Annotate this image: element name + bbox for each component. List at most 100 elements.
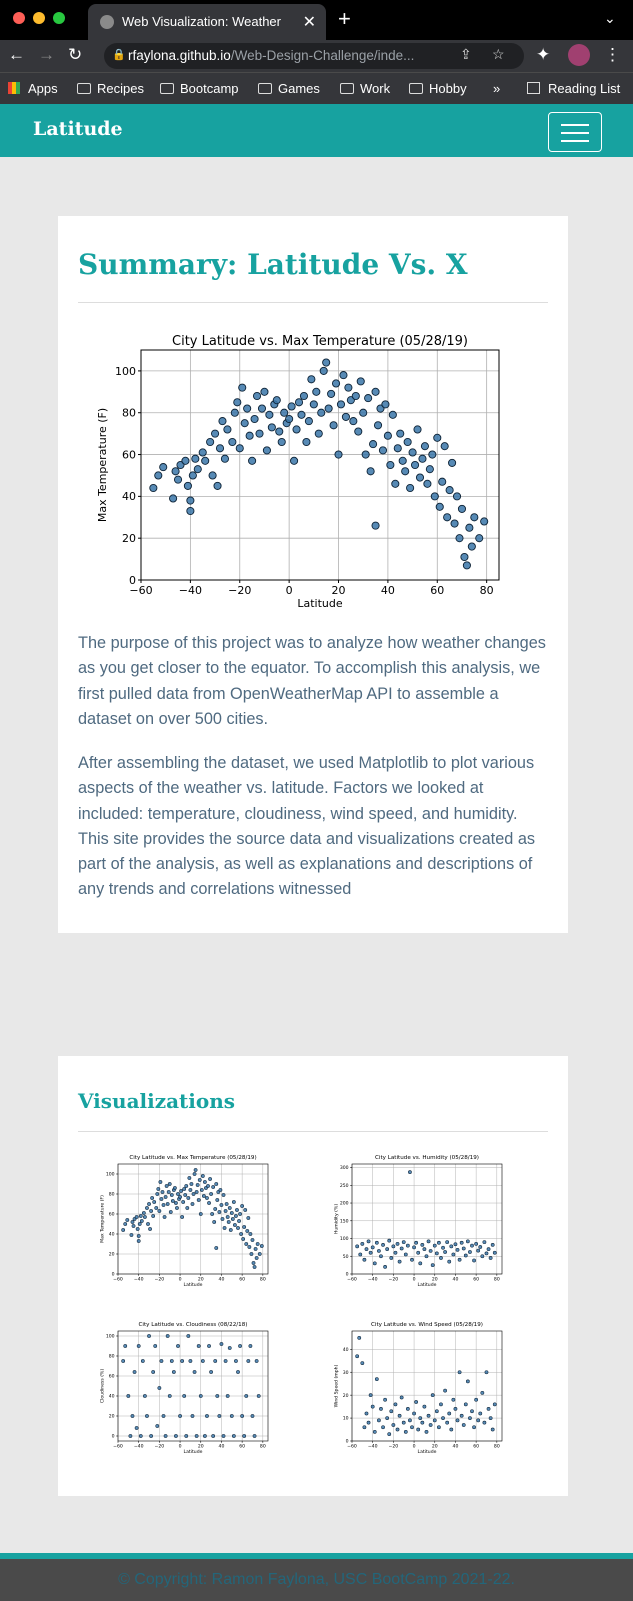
bookmark-work[interactable]: Work bbox=[340, 81, 390, 96]
data-point bbox=[167, 1182, 172, 1186]
data-point bbox=[465, 523, 474, 532]
chart-title: City Latitude vs. Max Temperature (05/28… bbox=[129, 1155, 256, 1161]
menu-bar-line bbox=[561, 124, 589, 126]
data-point bbox=[461, 1423, 466, 1427]
data-point bbox=[486, 1407, 491, 1411]
data-point bbox=[254, 1359, 259, 1363]
menu-dots-icon[interactable]: ⋮ bbox=[604, 45, 621, 64]
address-bar[interactable]: 🔒 rfaylona.github.io/Web-Design-Challeng… bbox=[104, 43, 524, 69]
data-point bbox=[134, 1215, 139, 1219]
y-tick-label: 40 bbox=[109, 1232, 115, 1238]
data-point bbox=[229, 1414, 234, 1418]
data-point bbox=[234, 1214, 238, 1218]
data-point bbox=[131, 1224, 136, 1228]
bookmarks-overflow[interactable]: » bbox=[493, 81, 501, 96]
data-point bbox=[470, 1409, 474, 1414]
x-tick-label: −20 bbox=[155, 1276, 165, 1282]
data-point bbox=[156, 1187, 161, 1191]
data-point bbox=[147, 1202, 151, 1206]
x-tick-label: −60 bbox=[113, 1443, 123, 1449]
data-point bbox=[175, 1206, 179, 1210]
data-point bbox=[181, 456, 190, 465]
data-point bbox=[381, 1425, 385, 1430]
data-point bbox=[460, 552, 469, 562]
data-point bbox=[136, 1234, 141, 1238]
reading-list[interactable]: Reading List bbox=[527, 81, 620, 96]
data-point bbox=[194, 1434, 199, 1438]
data-point bbox=[174, 1201, 178, 1205]
data-point bbox=[457, 504, 467, 513]
close-tab-icon[interactable]: ✕ bbox=[302, 14, 316, 31]
y-tick-label: 20 bbox=[109, 1252, 115, 1258]
data-point bbox=[237, 1219, 241, 1223]
data-point bbox=[445, 486, 454, 495]
maximize-window-icon[interactable] bbox=[53, 12, 65, 24]
data-point bbox=[169, 1359, 174, 1363]
data-point bbox=[171, 1370, 176, 1374]
y-tick-label: 0 bbox=[346, 1439, 349, 1445]
data-point bbox=[448, 458, 457, 467]
data-point bbox=[463, 1253, 468, 1258]
back-icon[interactable]: ← bbox=[8, 45, 25, 64]
data-point bbox=[425, 465, 434, 474]
reload-icon[interactable]: ↻ bbox=[68, 45, 83, 64]
bookmark-games[interactable]: Games bbox=[258, 81, 320, 96]
thumbnail-temperature-chart[interactable]: City Latitude vs. Max Temperature (05/28… bbox=[96, 1152, 296, 1302]
x-tick-label: 60 bbox=[239, 1443, 245, 1449]
data-point bbox=[435, 502, 444, 511]
star-icon[interactable]: ☆ bbox=[492, 46, 505, 62]
puzzle-icon[interactable]: ✦ bbox=[536, 45, 551, 64]
apps-grid-icon bbox=[8, 82, 20, 94]
data-point bbox=[240, 419, 249, 428]
data-point bbox=[370, 1245, 375, 1250]
browser-tab[interactable]: Web Visualization: Weather ✕ bbox=[88, 4, 326, 40]
forward-icon[interactable]: → bbox=[38, 45, 55, 64]
data-point bbox=[157, 1209, 162, 1213]
data-point bbox=[377, 1418, 381, 1423]
bookmark-recipes[interactable]: Recipes bbox=[77, 81, 144, 96]
y-tick-label: 0 bbox=[112, 1434, 115, 1440]
summary-card: Summary: Latitude Vs. X City Latitude vs… bbox=[58, 216, 568, 933]
minimize-window-icon[interactable] bbox=[33, 12, 45, 24]
close-window-icon[interactable] bbox=[13, 12, 25, 24]
data-point bbox=[215, 444, 225, 453]
data-point bbox=[287, 402, 296, 411]
bookmarks-bar: Apps Recipes Bootcamp Games Work Hobby »… bbox=[0, 72, 633, 104]
chart-title: City Latitude vs. Cloudiness (08/22/18) bbox=[139, 1322, 248, 1328]
y-tick-label: 100 bbox=[340, 1236, 349, 1242]
data-point bbox=[403, 437, 412, 447]
thumbnail-humidity-chart[interactable]: City Latitude vs. Humidity (05/28/19) −60… bbox=[330, 1152, 530, 1302]
bookmark-hobby[interactable]: Hobby bbox=[409, 81, 467, 96]
bookmark-apps[interactable]: Apps bbox=[8, 81, 58, 96]
data-point bbox=[424, 1429, 429, 1434]
data-point bbox=[383, 1265, 387, 1269]
data-point bbox=[297, 410, 306, 419]
x-tick-label: 20 bbox=[432, 1443, 438, 1449]
hamburger-menu-button[interactable] bbox=[548, 112, 602, 152]
data-point bbox=[420, 442, 429, 451]
footer-copyright: © Copyright: Ramon Faylona, USC BootCamp… bbox=[118, 1571, 515, 1588]
y-tick-label: 80 bbox=[109, 1192, 115, 1198]
data-point bbox=[248, 1232, 253, 1236]
avatar[interactable] bbox=[568, 44, 590, 66]
data-point bbox=[161, 1414, 166, 1418]
data-point bbox=[362, 1425, 367, 1430]
x-tick-label: 60 bbox=[473, 1276, 479, 1282]
data-point bbox=[185, 1206, 190, 1210]
y-tick-label: 40 bbox=[343, 1347, 349, 1353]
thumbnail-cloudiness-chart[interactable]: City Latitude vs. Cloudiness (08/22/18) −… bbox=[96, 1319, 296, 1469]
new-tab-icon[interactable]: + bbox=[338, 6, 351, 31]
bookmark-bootcamp[interactable]: Bootcamp bbox=[160, 81, 239, 96]
data-point bbox=[130, 1414, 135, 1418]
data-point bbox=[398, 456, 407, 465]
thumbnail-windspeed-chart[interactable]: City Latitude vs. Wind Speed (05/28/19) −… bbox=[330, 1319, 530, 1469]
data-point bbox=[161, 1203, 166, 1207]
data-point bbox=[391, 1244, 396, 1249]
x-tick-label: 0 bbox=[286, 584, 293, 597]
tab-search-icon[interactable]: ⌄ bbox=[604, 10, 616, 26]
data-point bbox=[211, 1434, 216, 1438]
data-point bbox=[236, 1226, 240, 1230]
navbar-brand[interactable]: Latitude bbox=[33, 118, 123, 140]
data-point bbox=[386, 460, 395, 470]
share-icon[interactable]: ⇪ bbox=[460, 46, 472, 62]
